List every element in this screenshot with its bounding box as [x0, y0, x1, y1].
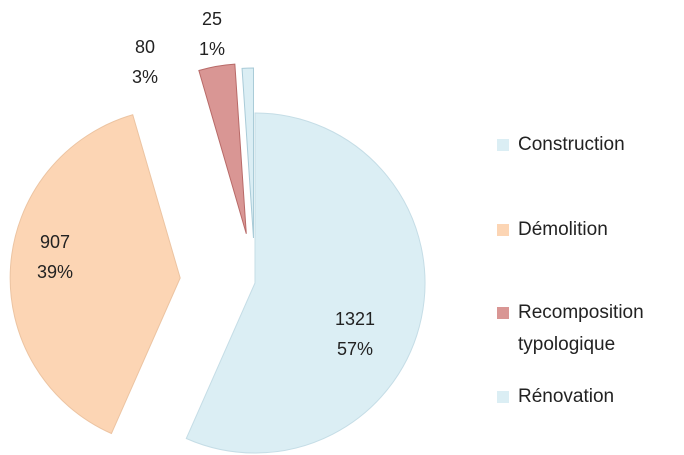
legend-label: Rénovation — [518, 386, 615, 407]
legend-label: Démolition — [518, 219, 608, 240]
legend-label: Recomposition typologique — [518, 302, 644, 355]
pie-slice — [9, 114, 181, 435]
pie-slice — [185, 112, 426, 454]
legend-item: Rénovation — [497, 381, 682, 413]
legend-item: Recomposition typologique — [497, 297, 682, 361]
legend-item: Construction — [497, 129, 682, 161]
value-label: 80 — [135, 37, 155, 57]
legend-label: Construction — [518, 134, 625, 155]
percent-label: 3% — [132, 67, 158, 87]
legend-swatch — [497, 391, 509, 403]
pie-slice — [241, 67, 254, 239]
legend-swatch — [497, 139, 509, 151]
value-label: 1321 — [335, 309, 375, 329]
legend-swatch — [497, 224, 509, 236]
value-label: 25 — [202, 9, 222, 29]
percent-label: 39% — [37, 262, 73, 282]
legend-swatch — [497, 307, 509, 319]
percent-label: 57% — [337, 339, 373, 359]
pie-slice — [198, 63, 247, 234]
legend-item: Démolition — [497, 214, 682, 246]
value-label: 907 — [40, 232, 70, 252]
percent-label: 1% — [199, 39, 225, 59]
